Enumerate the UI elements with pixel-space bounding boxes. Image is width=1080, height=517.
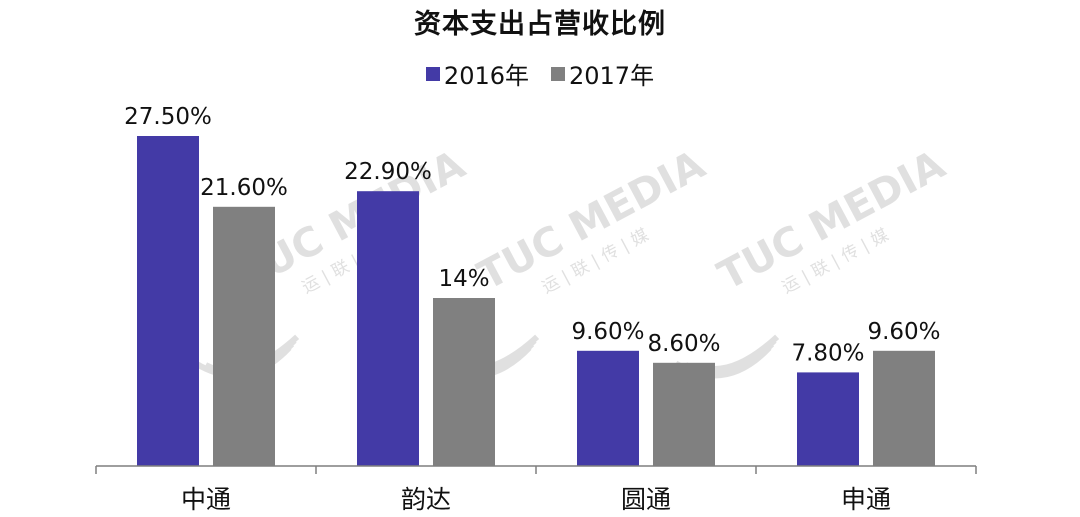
bars [137, 136, 935, 467]
bar-2017-3 [653, 362, 715, 466]
legend-label-2016: 2016年 [443, 62, 529, 90]
watermark-brand: TUC MEDIA [711, 142, 953, 300]
bar-2016-2 [357, 191, 419, 466]
data-label: 27.50% [124, 104, 212, 130]
category-label: 韵达 [401, 485, 451, 514]
x-axis: 中通 韵达 圆通 申通 [95, 465, 977, 514]
category-label: 申通 [841, 485, 891, 514]
bar-2016-4 [797, 372, 859, 466]
legend-item-2017: 2017年 [551, 56, 654, 91]
legend-item-2016: 2016年 [425, 56, 529, 91]
data-labels: 27.50%21.60%22.90%14%9.60% 8.60% 7.80%9.60… [124, 104, 940, 366]
data-label: 7.80% [791, 340, 864, 366]
category-label: 中通 [181, 485, 231, 514]
data-label: 22.90% [344, 159, 432, 185]
legend-swatch-2017 [551, 66, 565, 81]
bar-2017-4 [873, 350, 935, 466]
legend: 2016年 2017年 [0, 56, 1080, 91]
data-label: 9.60% [571, 319, 644, 345]
category-label: 圆通 [621, 485, 671, 514]
data-label: 21.60% [200, 175, 288, 201]
legend-swatch-2016 [425, 66, 440, 81]
bar-2016-1 [137, 136, 199, 466]
data-label: 14% [438, 266, 489, 292]
bar-2016-3 [577, 350, 639, 466]
legend-label-2017: 2017年 [569, 62, 655, 90]
bar-2017-1 [213, 206, 275, 467]
data-label: 8.60% [647, 331, 720, 357]
chart-title: 资本支出占营收比例 [414, 9, 666, 40]
watermark-brand: TUC MEDIA [471, 142, 713, 300]
bar-2017-2 [433, 298, 495, 466]
data-label: 9.60% [867, 319, 940, 345]
